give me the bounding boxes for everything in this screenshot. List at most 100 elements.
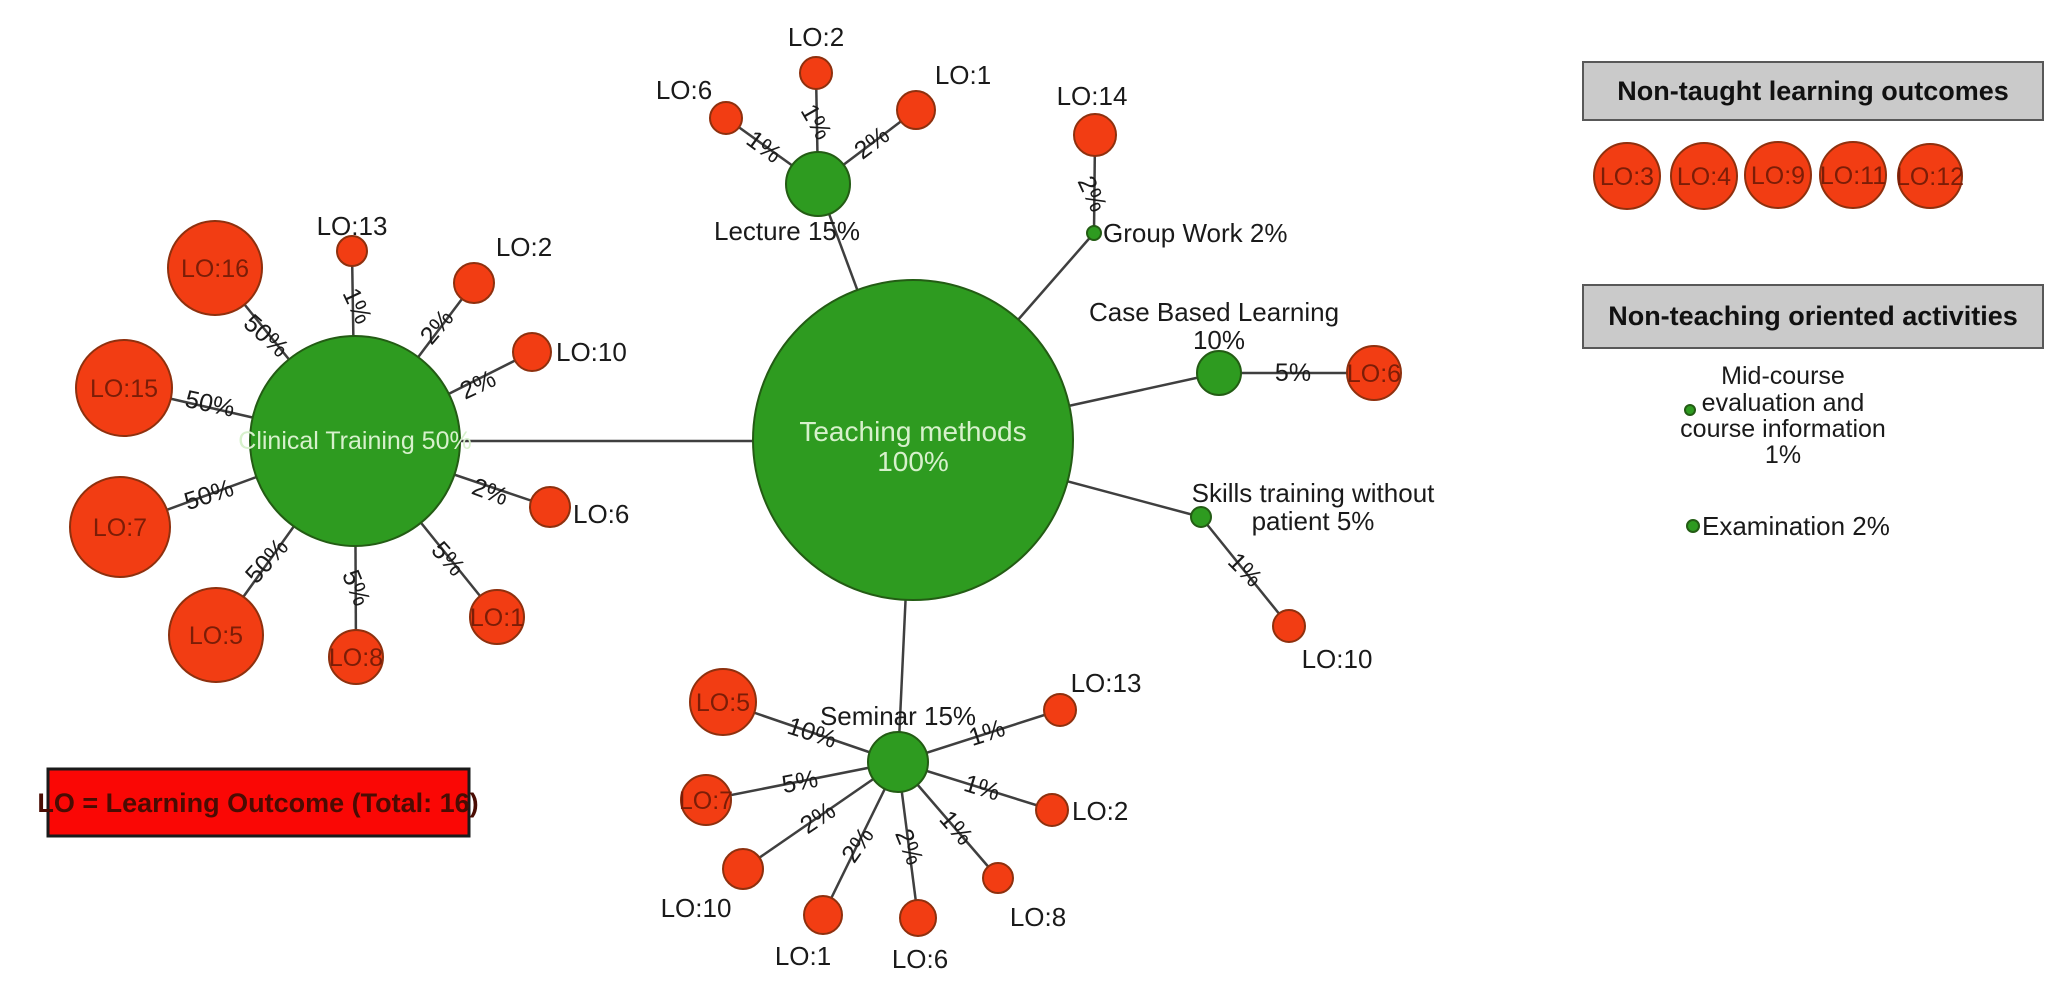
node-skills-training (1190, 506, 1212, 528)
non-teaching-header-box (1582, 284, 2044, 349)
lo-node-skills-10 (1272, 609, 1306, 643)
legend-text: LO = Learning Outcome (Total: 16) (37, 788, 478, 818)
lo-label-nontaught-11: LO:11 (1820, 162, 1886, 190)
teaching-methods-label-line2: 100% (877, 446, 949, 477)
cluster-lecture: Lecture 15% LO:6 LO:2 LO:1 1% 1% 2% (656, 22, 991, 246)
lo-node-seminar-1 (803, 895, 843, 935)
lo-label-seminar-6: LO:6 (892, 944, 948, 974)
lo-node-clinical-1 (469, 589, 525, 645)
skills-label-line1: Skills training without (1192, 478, 1436, 508)
lo-label-seminar-5: LO:5 (696, 689, 750, 717)
lo-label-nontaught-9: LO:9 (1751, 162, 1805, 190)
cluster-case-based-learning: Case Based Learning 10% LO:6 5% (1089, 297, 1402, 401)
lo-label-lecture-6: LO:6 (656, 75, 712, 105)
seminar-label: Seminar 15% (820, 701, 976, 731)
pct-casebased-6: 5% (1275, 359, 1311, 387)
lo-node-seminar-13 (1043, 693, 1077, 727)
pct-seminar-6: 2% (889, 825, 928, 869)
lo-node-clinical-15 (75, 339, 173, 437)
cluster-seminar: Seminar 15% LO:5 LO:7 LO:10 LO:1 LO:6 LO… (661, 668, 1142, 974)
pct-clinical-13: 1% (337, 284, 378, 329)
midcourse-bullet-dot (1684, 404, 1696, 416)
cluster-teaching-methods: Teaching methods 100% (752, 279, 1074, 601)
lo-label-clinical-6: LO:6 (573, 499, 629, 529)
lo-node-seminar-5 (689, 668, 757, 736)
edge-seminar-lo7 (705, 760, 899, 802)
lo-label-clinical-5: LO:5 (189, 622, 243, 650)
lo-label-groupwork-14: LO:14 (1057, 81, 1128, 111)
lo-label-seminar-13: LO:13 (1071, 668, 1142, 698)
lo-node-clinical-6 (529, 486, 571, 528)
lo-node-nontaught-4 (1670, 142, 1738, 210)
pct-clinical-7: 50% (181, 474, 237, 516)
lecture-label: Lecture 15% (714, 216, 860, 246)
pct-groupwork-14: 2% (1072, 172, 1113, 217)
lo-label-nontaught-12: LO:12 (1896, 163, 1964, 191)
lo-label-lecture-1: LO:1 (935, 60, 991, 90)
node-lecture (785, 151, 851, 217)
lo-node-seminar-6 (899, 899, 937, 937)
pct-clinical-5: 50% (240, 533, 294, 589)
non-teaching-title: Non-teaching oriented activities (1608, 301, 2018, 331)
lo-node-lecture-1 (896, 90, 936, 130)
pct-seminar-10: 2% (795, 796, 841, 839)
cluster-clinical-training: Clinical Training 50% LO:16 LO:13 LO:2 L… (69, 211, 629, 685)
lo-label-seminar-1: LO:1 (775, 941, 831, 971)
lo-label-seminar-7: LO:7 (679, 787, 733, 815)
lo-node-lecture-6 (709, 101, 743, 135)
node-case-based-learning (1196, 350, 1242, 396)
pct-seminar-7: 5% (780, 765, 821, 799)
case-based-label-line1: Case Based Learning (1089, 297, 1339, 327)
non-taught-header-box (1582, 61, 2044, 121)
lo-label-casebased-6: LO:6 (1347, 360, 1401, 388)
pct-clinical-15: 50% (183, 385, 238, 423)
node-seminar (867, 731, 929, 793)
lo-label-seminar-8: LO:8 (1010, 902, 1066, 932)
lo-node-seminar-8 (982, 862, 1014, 894)
clinical-training-label: Clinical Training 50% (238, 427, 471, 455)
panel-non-teaching: Non-teaching oriented activities Mid-cou… (1582, 284, 2044, 541)
non-taught-title: Non-taught learning outcomes (1617, 76, 2009, 106)
lo-node-clinical-7 (69, 476, 171, 578)
lo-label-clinical-10: LO:10 (556, 337, 627, 367)
lo-node-nontaught-12 (1897, 143, 1963, 209)
cluster-skills-training: Skills training without patient 5% LO:10… (1190, 478, 1436, 674)
lo-label-seminar-10: LO:10 (661, 893, 732, 923)
lo-node-clinical-5 (168, 587, 264, 683)
lo-node-seminar-10 (722, 848, 764, 890)
midcourse-line4: 1% (1765, 441, 1801, 469)
case-based-label-line2: 10% (1193, 325, 1245, 355)
pct-lecture-2: 1% (795, 99, 837, 144)
lo-node-clinical-2 (453, 262, 495, 304)
pct-lecture-6: 1% (741, 125, 787, 169)
node-group-work (1086, 225, 1102, 241)
lo-label-clinical-7: LO:7 (93, 514, 147, 542)
pct-lecture-1: 2% (849, 121, 895, 165)
pct-clinical-6: 2% (468, 473, 512, 512)
pct-seminar-1: 2% (836, 822, 880, 868)
lo-node-seminar-7 (680, 774, 732, 826)
pct-clinical-8: 5% (336, 566, 375, 610)
pct-skills-10: 1% (1222, 547, 1267, 592)
examination-label: Examination 2% (1702, 511, 1890, 541)
lo-node-lecture-2 (799, 56, 833, 90)
lo-node-nontaught-9 (1744, 141, 1812, 209)
node-teaching-methods (752, 279, 1074, 601)
lo-label-clinical-2: LO:2 (496, 232, 552, 262)
pct-seminar-2: 1% (961, 769, 1004, 806)
legend-box (46, 767, 471, 838)
lo-node-clinical-8 (328, 629, 384, 685)
node-clinical-training (249, 335, 461, 547)
lo-node-clinical-16 (167, 220, 263, 316)
skills-label-line2: patient 5% (1252, 506, 1375, 536)
lo-node-nontaught-3 (1593, 142, 1661, 210)
lo-label-clinical-15: LO:15 (90, 375, 158, 403)
examination-bullet-dot (1686, 519, 1700, 533)
lo-label-nontaught-4: LO:4 (1677, 163, 1731, 191)
group-work-label: Group Work 2% (1103, 218, 1287, 248)
lo-label-clinical-13: LO:13 (317, 211, 388, 241)
edge-skills-lo10 (1200, 516, 1290, 627)
cluster-group-work: Group Work 2% LO:14 2% (1057, 81, 1288, 248)
